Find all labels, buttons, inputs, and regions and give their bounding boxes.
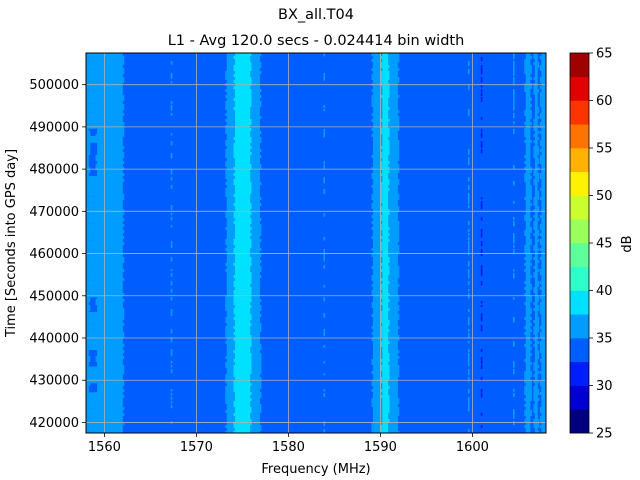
colorbar-swatch [570, 76, 589, 101]
x-axis: 1560 1570 1580 1590 1600 [88, 433, 489, 455]
chart-subtitle: L1 - Avg 120.0 secs - 0.024414 bin width [168, 33, 465, 49]
colorbar-swatch [570, 385, 589, 410]
y-tick-label: 460000 [29, 247, 79, 262]
y-tick-label: 440000 [29, 332, 79, 347]
colorbar-tick-label: 45 [596, 237, 613, 252]
colorbar-label: dB [620, 235, 635, 252]
x-tick-label: 1580 [272, 440, 305, 455]
y-tick-label: 450000 [29, 289, 79, 304]
y-tick-label: 470000 [29, 205, 79, 220]
heatmap-background [86, 53, 546, 433]
colorbar-swatch [570, 148, 589, 173]
y-axis: 420000 430000 440000 450000 460000 470000 4800… [29, 78, 86, 431]
y-tick-label: 500000 [29, 78, 79, 93]
heatmap-band [95, 53, 125, 433]
colorbar-swatch [570, 53, 589, 78]
colorbar-tick-label: 30 [596, 379, 613, 394]
x-tick-label: 1590 [364, 440, 397, 455]
colorbar-swatch [570, 243, 589, 268]
grid-lines [86, 53, 546, 433]
colorbar-swatch [570, 409, 589, 434]
heatmap-spur [513, 53, 515, 426]
heatmap-spur [170, 61, 173, 424]
y-tick-label: 480000 [29, 163, 79, 178]
colorbar-swatch [570, 314, 589, 339]
heatmap-band [250, 53, 262, 433]
heatmap-spur [480, 57, 483, 429]
colorbar-swatch [570, 219, 589, 244]
colorbar-swatch [570, 124, 589, 149]
plot-frame [85, 52, 547, 434]
heatmap-bands [86, 53, 546, 433]
colorbar-tick-label: 60 [596, 94, 613, 109]
colorbar-swatch [570, 195, 589, 220]
heatmap-band [88, 53, 98, 433]
y-tick-label: 420000 [29, 416, 79, 431]
colorbar-tick-label: 40 [596, 284, 613, 299]
y-axis-label: Time [Seconds into GPS day] [4, 149, 19, 338]
colorbar-tick-label: 35 [596, 332, 613, 347]
heatmap-band [524, 53, 532, 433]
colorbar-swatch [570, 361, 589, 386]
colorbar-swatch [570, 100, 589, 125]
colorbar-tick-label: 55 [596, 142, 613, 157]
colorbar: 25 30 35 40 45 50 55 60 65 [569, 47, 613, 442]
y-tick-label: 490000 [29, 120, 79, 135]
heatmap-spur [323, 53, 326, 433]
colorbar-swatch [570, 266, 589, 291]
heatmap-band [388, 53, 400, 433]
colorbar-tick-label: 25 [596, 427, 613, 442]
colorbar-swatch [570, 338, 589, 363]
y-tick-label: 430000 [29, 374, 79, 389]
plot-area [85, 52, 547, 434]
x-axis-label: Frequency (MHz) [261, 462, 370, 477]
colorbar-tick-label: 50 [596, 189, 613, 204]
colorbar-swatch [570, 171, 589, 196]
chart-title: BX_all.T04 [278, 7, 354, 23]
x-tick-label: 1560 [88, 440, 121, 455]
colorbar-swatch [570, 290, 589, 315]
x-tick-label: 1570 [180, 440, 213, 455]
x-tick-label: 1600 [456, 440, 489, 455]
colorbar-tick-label: 65 [596, 47, 613, 62]
